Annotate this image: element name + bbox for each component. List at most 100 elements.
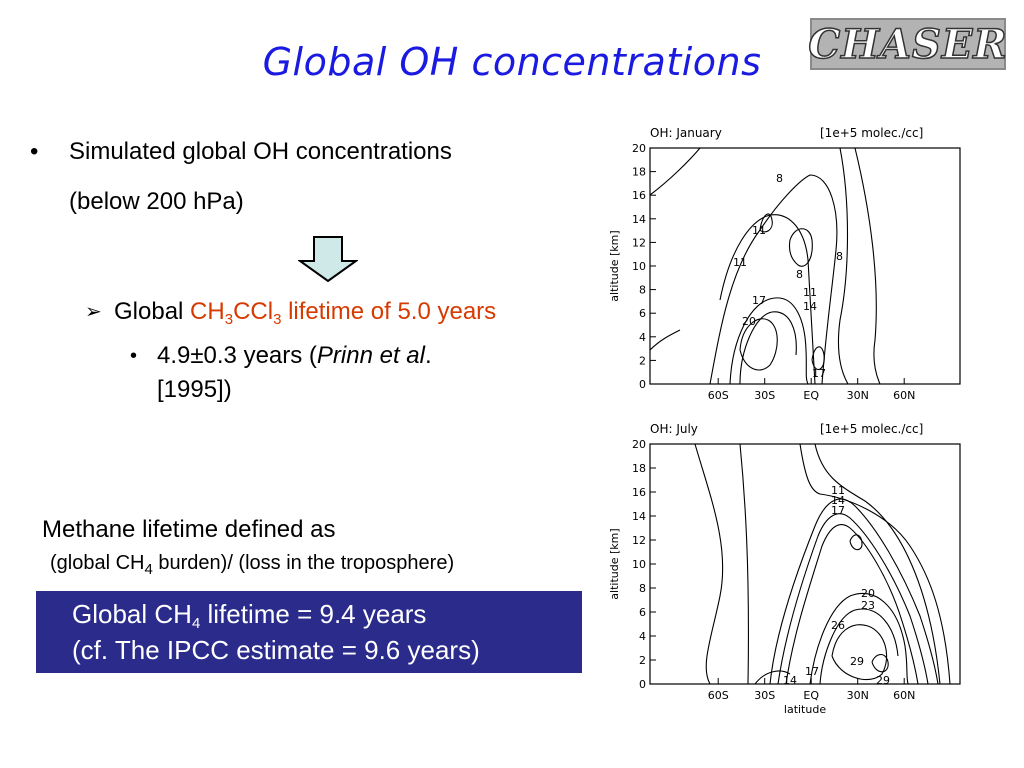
y-tick-label: 2 <box>639 654 646 667</box>
formula-ch-sub: 3 <box>224 311 234 328</box>
plot-units: [1e+5 molec./cc] <box>820 126 923 140</box>
methane-formula: (global CH4 burden)/ (loss in the tropos… <box>50 549 454 577</box>
plot-july: OH: July [1e+5 molec./cc] altitude [km] … <box>600 416 980 720</box>
prinn-value: 4.9±0.3 years ( <box>157 342 317 369</box>
x-tick-label: 60N <box>893 689 915 702</box>
sub-bullet-marker: • <box>130 345 138 367</box>
down-arrow-icon <box>298 236 358 282</box>
y-tick-label: 20 <box>632 142 646 155</box>
prinn-author: Prinn et al <box>316 342 425 369</box>
plot-label: OH: January <box>650 126 722 140</box>
contour-labels: 11 14 17 20 23 26 29 17 14 29 <box>783 484 890 687</box>
contour-labels: 8 11 11 8 8 11 17 14 20 17 <box>733 172 843 380</box>
box-text-b: lifetime = 9.4 years <box>200 599 427 629</box>
y-tick-label: 16 <box>632 486 646 499</box>
contour-label: 8 <box>836 250 843 263</box>
bullet-line-2: (below 200 hPa) <box>69 188 244 215</box>
contour-label: 20 <box>861 587 875 600</box>
y-tick-label: 10 <box>632 558 646 571</box>
contour-label: 14 <box>783 674 797 687</box>
prinn-dot: . <box>424 342 432 369</box>
contour-label: 20 <box>742 315 756 328</box>
x-tick-label: 60S <box>708 689 729 702</box>
chaser-logo: CHASER <box>808 18 1008 70</box>
y-ticks: 0 2 4 6 8 10 12 14 16 18 20 <box>632 438 656 691</box>
box-line-1: Global CH4 lifetime = 9.4 years <box>72 599 427 632</box>
contour-label: 26 <box>831 619 845 632</box>
contour-label: 14 <box>803 300 817 313</box>
contour-label: 14 <box>831 494 845 507</box>
y-tick-label: 6 <box>639 307 646 320</box>
y-axis-label: altitude [km] <box>608 230 621 301</box>
x-tick-label: 30N <box>847 689 869 702</box>
y-ticks: 0 2 4 6 8 10 12 14 16 18 20 <box>632 142 656 391</box>
formula-part-b: burden)/ (loss in the troposphere) <box>152 552 455 574</box>
y-axis-label: altitude [km] <box>608 528 621 599</box>
x-tick-label: 30N <box>847 389 869 402</box>
y-tick-label: 12 <box>632 236 646 249</box>
box-sub: 4 <box>191 615 201 632</box>
y-tick-label: 2 <box>639 354 646 367</box>
box-line-2: (cf. The IPCC estimate = 9.6 years) <box>72 635 480 665</box>
formula-ch: CH <box>190 298 225 325</box>
y-tick-label: 14 <box>632 510 646 523</box>
formula-ccl-sub: 3 <box>273 311 282 328</box>
contour-label: 29 <box>876 674 890 687</box>
plot-label: OH: July <box>650 422 698 436</box>
contour-lines <box>649 147 881 385</box>
y-tick-label: 0 <box>639 678 646 691</box>
plot-january: OH: January [1e+5 molec./cc] altitude [k… <box>600 120 980 410</box>
y-tick-label: 14 <box>632 213 646 226</box>
x-ticks: 60S 30S EQ 30N 60N <box>708 678 915 702</box>
formula-sub: 4 <box>144 561 153 578</box>
y-tick-label: 8 <box>639 284 646 297</box>
x-tick-label: 60S <box>708 389 729 402</box>
formula-ccl: CCl <box>233 298 274 325</box>
contour-label: 17 <box>752 294 766 307</box>
contour-label: 23 <box>861 599 875 612</box>
y-tick-label: 8 <box>639 582 646 595</box>
contour-label: 8 <box>776 172 783 185</box>
formula-part-a: (global CH <box>50 552 145 574</box>
y-tick-label: 10 <box>632 260 646 273</box>
contour-label: 11 <box>733 256 747 269</box>
bullet-line-1: Simulated global OH concentrations <box>69 138 452 165</box>
x-tick-label: EQ <box>803 689 819 702</box>
y-tick-label: 12 <box>632 534 646 547</box>
y-tick-label: 18 <box>632 462 646 475</box>
x-tick-label: 30S <box>754 389 775 402</box>
x-tick-label: EQ <box>803 389 819 402</box>
x-tick-label: 30S <box>754 689 775 702</box>
contour-label: 17 <box>805 665 819 678</box>
y-tick-label: 18 <box>632 166 646 179</box>
contour-label: 8 <box>796 268 803 281</box>
y-tick-label: 4 <box>639 331 646 344</box>
arrow-bullet-icon: ➢ <box>85 301 102 323</box>
bullet-marker: • <box>30 138 39 165</box>
prefix-text: Global <box>114 298 191 325</box>
contour-label: 11 <box>831 484 845 497</box>
result-box: Global CH4 lifetime = 9.4 years (cf. The… <box>36 591 582 673</box>
box-text-a: Global CH <box>72 599 192 629</box>
prinn-line-1: 4.9±0.3 years (Prinn et al. <box>157 342 432 370</box>
x-tick-label: 60N <box>893 389 915 402</box>
ch3ccl3-lifetime-line: Global CH3CCl3 lifetime of 5.0 years <box>114 298 497 328</box>
prinn-line-2: [1995]) <box>157 376 232 403</box>
y-tick-label: 4 <box>639 630 646 643</box>
lifetime-text: lifetime of 5.0 years <box>281 298 497 325</box>
logo-text: CHASER <box>808 20 1008 69</box>
contour-label: 17 <box>831 504 845 517</box>
contour-label: 11 <box>803 286 817 299</box>
y-tick-label: 6 <box>639 606 646 619</box>
methane-definition: Methane lifetime defined as <box>42 516 336 543</box>
y-tick-label: 20 <box>632 438 646 451</box>
contour-label: 17 <box>812 367 826 380</box>
y-tick-label: 0 <box>639 378 646 391</box>
contour-label: 11 <box>752 224 766 237</box>
x-ticks: 60S 30S EQ 30N 60N <box>708 378 915 402</box>
contour-plot-january: OH: January [1e+5 molec./cc] altitude [k… <box>608 126 961 402</box>
x-axis-label: latitude <box>784 703 826 716</box>
contour-lines <box>694 443 951 685</box>
contour-plot-july: OH: July [1e+5 molec./cc] altitude [km] … <box>608 422 961 716</box>
